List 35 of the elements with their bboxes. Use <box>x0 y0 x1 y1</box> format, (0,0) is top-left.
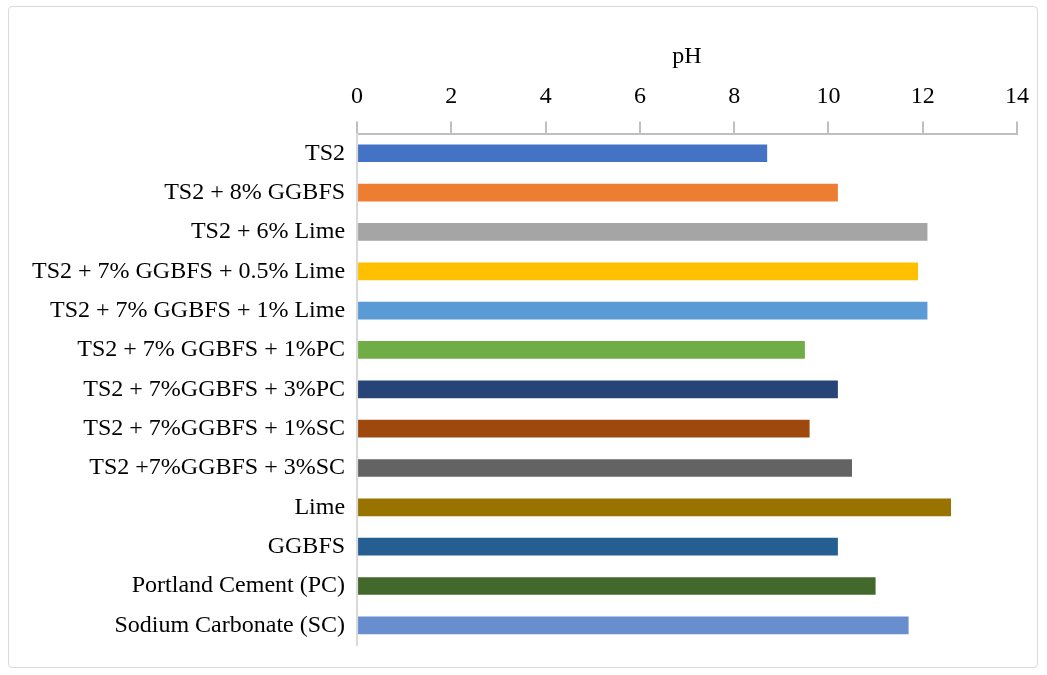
x-tick-label: 2 <box>445 82 458 109</box>
y-tick-label: Portland Cement (PC) <box>131 571 346 598</box>
bar <box>358 183 838 202</box>
bar <box>358 419 810 438</box>
y-tick-label: TS2 +7%GGBFS + 3%SC <box>89 453 346 480</box>
bar <box>358 459 853 477</box>
x-axis-title: pH <box>672 41 702 68</box>
bar <box>358 498 952 517</box>
x-tick-label: 0 <box>351 82 364 109</box>
x-tick-label: 10 <box>816 82 841 109</box>
y-tick-label: TS2 + 6% Lime <box>190 217 346 244</box>
bar <box>358 301 928 320</box>
x-tick-label: 8 <box>728 82 741 109</box>
y-tick-label: TS2 <box>305 138 346 165</box>
bar <box>358 380 838 399</box>
bar <box>358 616 909 635</box>
x-tick-label: 12 <box>910 82 935 109</box>
y-tick-label: TS2 + 8% GGBFS <box>164 177 346 204</box>
bar <box>358 223 928 241</box>
bar <box>358 577 876 595</box>
y-tick-label: Sodium Carbonate (SC) <box>114 610 346 637</box>
x-tick-label: 4 <box>539 82 552 109</box>
x-tick-label: 14 <box>1005 82 1029 109</box>
y-tick-label: Lime <box>294 492 346 519</box>
x-tick-label: 6 <box>633 82 646 109</box>
y-tick-label: TS2 + 7% GGBFS + 1% Lime <box>50 295 346 322</box>
y-tick-label: TS2 + 7%GGBFS + 3%PC <box>83 374 346 401</box>
y-tick-label: TS2 + 7%GGBFS + 1%SC <box>83 413 346 440</box>
y-tick-label: GGBFS <box>267 531 346 558</box>
bar <box>358 341 805 359</box>
y-tick-label: TS2 + 7% GGBFS + 1%PC <box>77 335 346 362</box>
bar <box>358 262 919 281</box>
bar <box>358 537 838 556</box>
y-tick-label: TS2 + 7% GGBFS + 0.5% Lime <box>32 256 346 283</box>
bar <box>358 144 768 163</box>
